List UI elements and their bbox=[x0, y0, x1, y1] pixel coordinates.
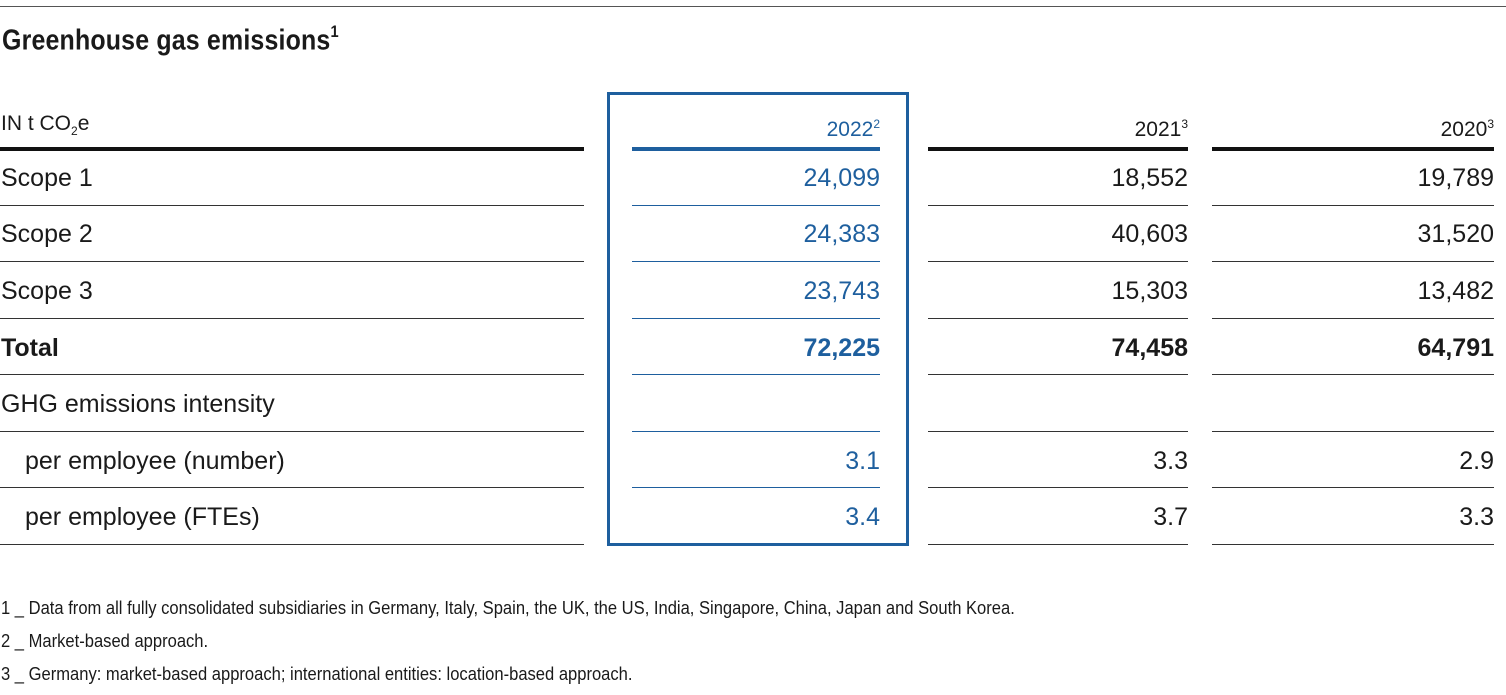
value-2020: 31,520 bbox=[1417, 220, 1494, 248]
top-rule bbox=[0, 6, 1506, 7]
table-row: GHG emissions intensity bbox=[0, 376, 1506, 432]
row-separator bbox=[1212, 487, 1494, 488]
row-separator bbox=[1212, 261, 1494, 262]
row-label: Scope 2 bbox=[1, 220, 93, 248]
row-label: per employee (number) bbox=[25, 447, 285, 475]
row-separator bbox=[928, 544, 1188, 545]
row-separator bbox=[0, 374, 584, 375]
value-2020: 64,791 bbox=[1417, 334, 1494, 362]
row-separator bbox=[1212, 431, 1494, 432]
header-rule bbox=[928, 147, 1188, 151]
row-label: Scope 1 bbox=[1, 164, 93, 192]
value-2021: 40,603 bbox=[1111, 220, 1188, 248]
row-separator bbox=[0, 431, 584, 432]
row-separator bbox=[1212, 205, 1494, 206]
table-header: IN t CO2e 20222 20213 20203 bbox=[0, 95, 1506, 151]
table-row: Scope 3 23,743 15,303 13,482 bbox=[0, 263, 1506, 319]
value-2020: 3.3 bbox=[1459, 503, 1494, 531]
row-label: Scope 3 bbox=[1, 277, 93, 305]
row-separator bbox=[928, 374, 1188, 375]
total-row: Total 72,225 74,458 64,791 bbox=[0, 320, 1506, 376]
row-separator bbox=[632, 205, 880, 206]
row-label: Total bbox=[1, 334, 59, 362]
unit-label: IN t CO2e bbox=[1, 112, 90, 139]
header-rule bbox=[1212, 147, 1494, 151]
row-label: per employee (FTEs) bbox=[25, 503, 260, 531]
row-separator bbox=[0, 205, 584, 206]
row-separator bbox=[0, 261, 584, 262]
table-row: per employee (number) 3.1 3.3 2.9 bbox=[0, 433, 1506, 489]
header-rule bbox=[632, 147, 880, 151]
value-2022: 24,099 bbox=[803, 164, 880, 192]
value-2021: 15,303 bbox=[1111, 277, 1188, 305]
title-footnote-ref: 1 bbox=[330, 22, 339, 41]
value-2020: 13,482 bbox=[1417, 277, 1494, 305]
value-2020 bbox=[1212, 376, 1494, 432]
row-separator bbox=[632, 431, 880, 432]
row-separator bbox=[632, 374, 880, 375]
value-2020: 2.9 bbox=[1459, 447, 1494, 475]
row-separator bbox=[1212, 318, 1494, 319]
row-separator bbox=[928, 261, 1188, 262]
table-row: Scope 1 24,099 18,552 19,789 bbox=[0, 150, 1506, 206]
value-2021: 3.7 bbox=[1153, 503, 1188, 531]
value-2022: 3.4 bbox=[845, 503, 880, 531]
header-rule bbox=[0, 147, 584, 151]
footnote: 3 _ Germany: market-based approach; inte… bbox=[1, 664, 633, 684]
row-separator bbox=[0, 487, 584, 488]
col-2021-header: 20213 bbox=[1134, 117, 1188, 141]
footnote: 1 _ Data from all fully consolidated sub… bbox=[1, 598, 1015, 618]
row-separator bbox=[0, 544, 584, 545]
row-separator bbox=[928, 431, 1188, 432]
value-2020: 19,789 bbox=[1417, 164, 1494, 192]
row-separator bbox=[1212, 374, 1494, 375]
row-separator bbox=[632, 318, 880, 319]
page-title: Greenhouse gas emissions1 bbox=[2, 22, 339, 57]
value-2022: 23,743 bbox=[803, 277, 880, 305]
value-2022: 24,383 bbox=[803, 220, 880, 248]
row-separator bbox=[632, 261, 880, 262]
row-separator bbox=[1212, 544, 1494, 545]
value-2021: 3.3 bbox=[1153, 447, 1188, 475]
row-label: GHG emissions intensity bbox=[1, 390, 275, 418]
footnote: 2 _ Market-based approach. bbox=[1, 631, 209, 651]
value-2022: 3.1 bbox=[845, 447, 880, 475]
value-2022: 72,225 bbox=[803, 334, 880, 362]
row-separator bbox=[632, 544, 880, 545]
row-separator bbox=[928, 318, 1188, 319]
value-2021: 74,458 bbox=[1111, 334, 1188, 362]
table-row: Scope 2 24,383 40,603 31,520 bbox=[0, 206, 1506, 262]
col-2022-header: 20222 bbox=[826, 117, 880, 141]
table-row: per employee (FTEs) 3.4 3.7 3.3 bbox=[0, 489, 1506, 545]
row-separator bbox=[928, 205, 1188, 206]
value-2021: 18,552 bbox=[1111, 164, 1188, 192]
col-2020-header: 20203 bbox=[1440, 117, 1494, 141]
footnotes: 1 _ Data from all fully consolidated sub… bbox=[1, 592, 1103, 691]
row-separator bbox=[632, 487, 880, 488]
value-2022 bbox=[632, 376, 880, 432]
row-separator bbox=[0, 318, 584, 319]
value-2021 bbox=[928, 376, 1188, 432]
row-separator bbox=[928, 487, 1188, 488]
